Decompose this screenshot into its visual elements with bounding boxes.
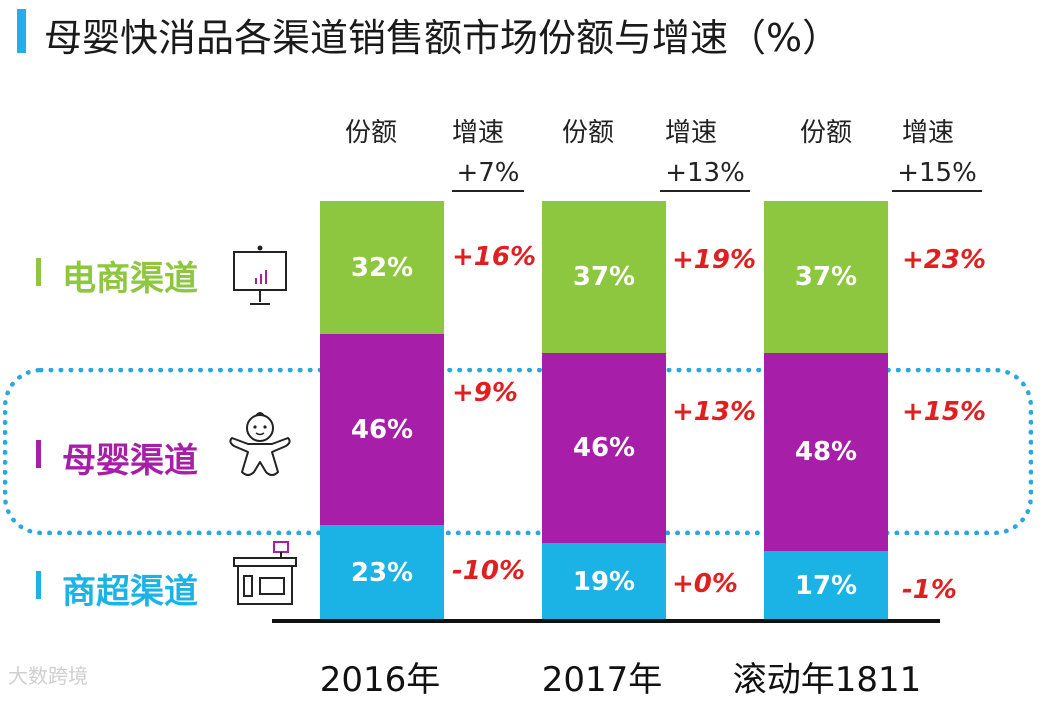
- baby-icon: [229, 412, 291, 476]
- total-growth-3: +15%: [897, 158, 977, 188]
- bar-segment-supermarket-3: 17%: [764, 551, 888, 621]
- growth-label-ecommerce-2: +19%: [672, 245, 757, 275]
- share-label: 19%: [572, 566, 636, 597]
- watermark: 大数跨境: [8, 664, 88, 688]
- share-label: 37%: [794, 262, 858, 293]
- share-label: 23%: [350, 558, 414, 589]
- share-header-2: 份额: [562, 118, 615, 148]
- share-label: 46%: [572, 433, 636, 464]
- bar-segment-supermarket-2: 19%: [542, 542, 666, 621]
- bar-segment-ecommerce-1: 32%: [320, 201, 444, 335]
- growth-label-maternal-2: +13%: [672, 397, 757, 428]
- growth-label-supermarket-2: +0%: [672, 568, 738, 599]
- bar-segment-ecommerce-3: 37%: [764, 201, 888, 354]
- bar-segment-ecommerce-2: 37%: [542, 201, 666, 354]
- total-growth-1: +7%: [456, 158, 520, 188]
- channel-label-supermarket: 商超渠道: [62, 572, 198, 612]
- growth-label-ecommerce-3: +23%: [902, 245, 987, 275]
- channel-marker-supermarket: [36, 571, 41, 599]
- category-label-rolling: 滚动年1811: [732, 660, 922, 700]
- store-icon: [233, 541, 297, 605]
- growth-header-1: 增速: [452, 118, 505, 148]
- share-label: 32%: [350, 252, 414, 283]
- share-header-3: 份额: [800, 118, 853, 148]
- growth-label-maternal-1: +9%: [452, 378, 518, 409]
- growth-header-2: 增速: [665, 118, 718, 148]
- channel-label-maternal: 母婴渠道: [62, 441, 198, 481]
- growth-header-3: 增速: [902, 118, 955, 148]
- bar-segment-maternal-3: 48%: [764, 353, 888, 551]
- total-growth-underline-1: [452, 190, 524, 192]
- channel-marker-maternal: [36, 440, 41, 468]
- title-accent-bar: [17, 9, 26, 53]
- total-growth-underline-2: [660, 190, 750, 192]
- growth-label-supermarket-3: -1%: [902, 574, 957, 605]
- total-growth-underline-3: [892, 190, 982, 192]
- chart-title: 母婴快消品各渠道销售额市场份额与增速（%）: [44, 16, 841, 60]
- bar-segment-supermarket-1: 23%: [320, 525, 444, 621]
- share-label: 37%: [572, 262, 636, 293]
- x-axis-baseline: [272, 619, 940, 623]
- bar-segment-maternal-2: 46%: [542, 353, 666, 543]
- maternal-highlight-frame: [3, 368, 1033, 535]
- category-label-2016: 2016年: [319, 660, 441, 700]
- share-label: 46%: [350, 414, 414, 445]
- total-growth-2: +13%: [665, 158, 745, 188]
- channel-label-ecommerce: 电商渠道: [62, 259, 198, 299]
- bar-segment-maternal-1: 46%: [320, 334, 444, 526]
- channel-marker-ecommerce: [36, 258, 41, 286]
- growth-label-maternal-3: +15%: [902, 397, 987, 428]
- growth-label-ecommerce-1: +16%: [452, 242, 537, 273]
- share-label: 48%: [794, 437, 858, 468]
- monitor-chart-icon: [233, 245, 287, 305]
- category-label-2017: 2017年: [541, 660, 663, 700]
- growth-label-supermarket-1: -10%: [452, 556, 526, 587]
- share-label: 17%: [794, 571, 858, 601]
- share-header-1: 份额: [345, 118, 398, 148]
